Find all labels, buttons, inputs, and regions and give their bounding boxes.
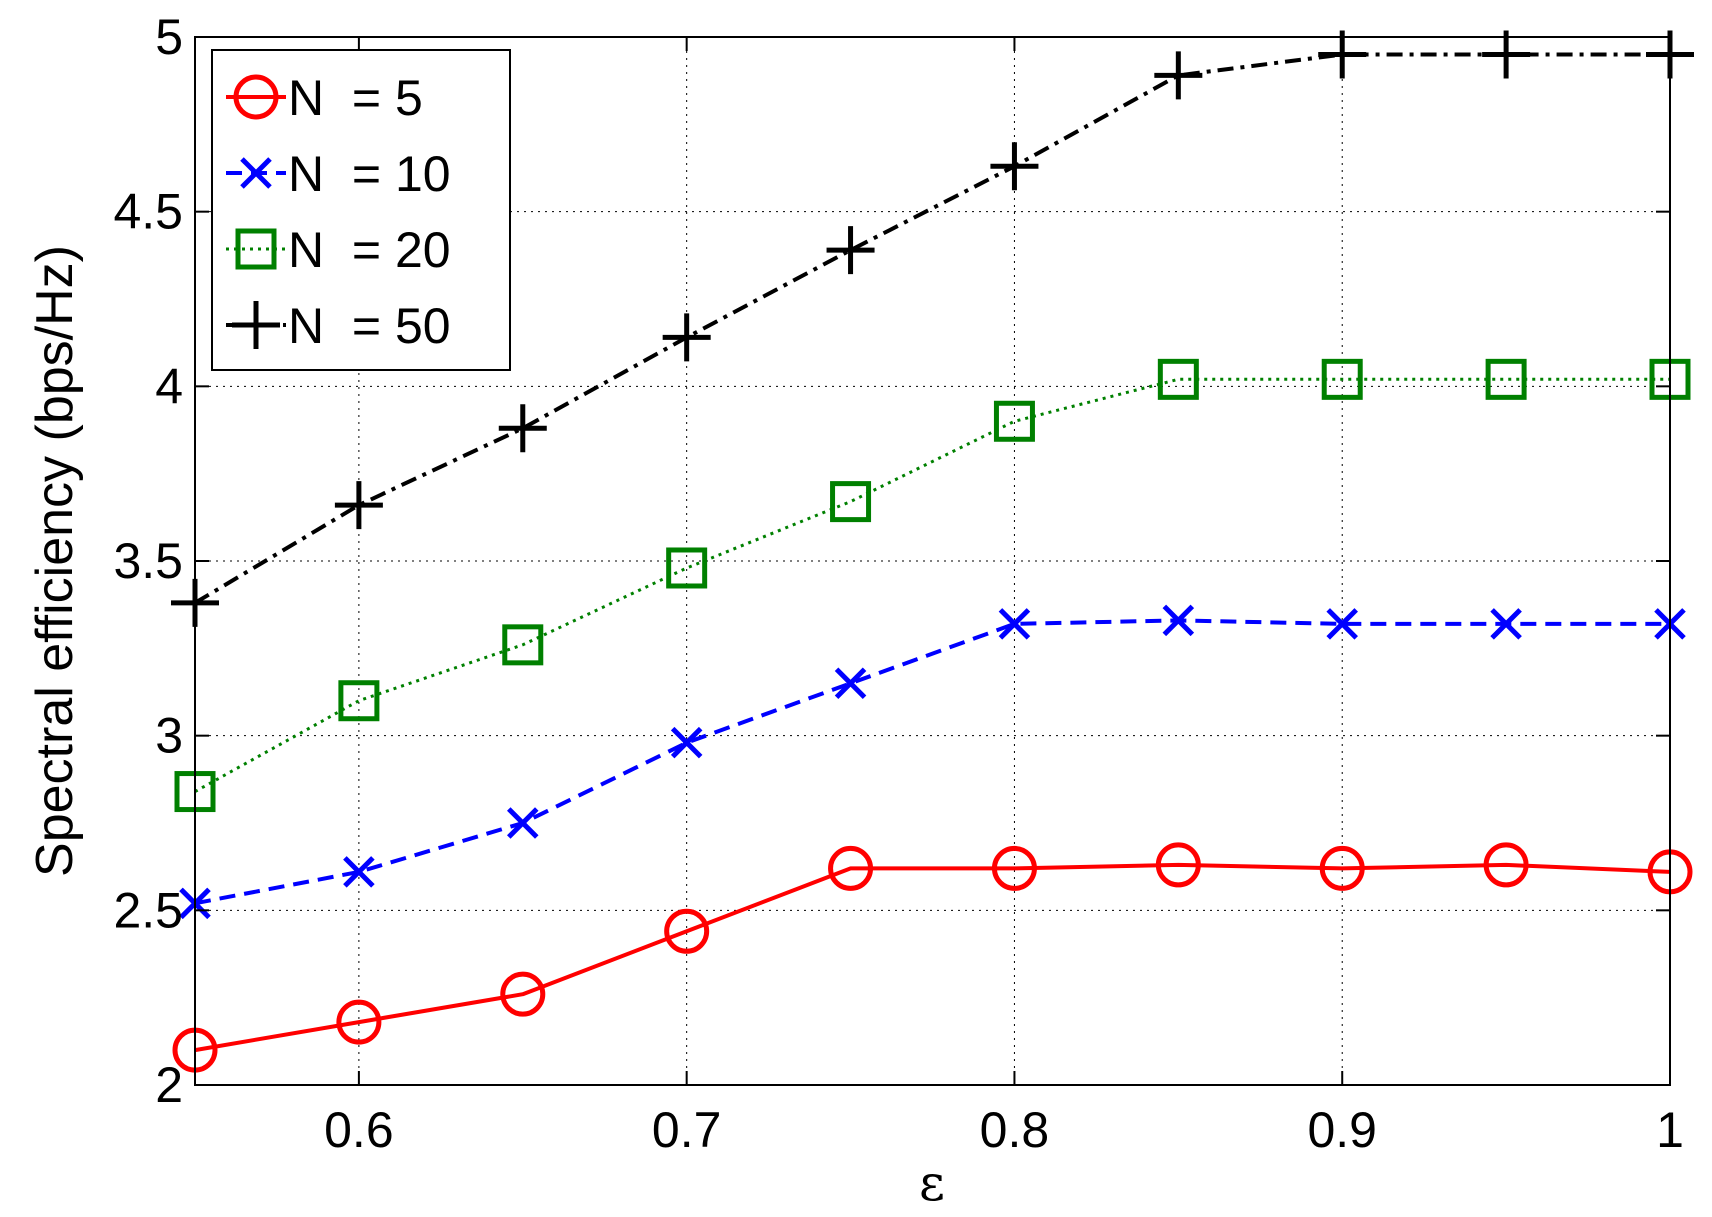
legend-marker [233,74,279,120]
data-point [1319,845,1365,891]
legend-marker [235,228,277,270]
data-point [998,608,1031,640]
data-point [828,845,874,891]
series-line [194,618,1670,906]
legend-entry: N = 20 [226,222,451,278]
axis-ticks: 2 2.5 3 3.5 4 4.5 5 0.6 0.7 0.8 0.9 1 [113,9,1683,1158]
legend-label: N = 10 [288,146,451,202]
data-point [991,845,1037,891]
data-point [507,807,539,839]
data-point [1326,608,1358,640]
x-axis-label: ε [919,1154,945,1212]
data-point [830,481,872,523]
x-tick-label: 0.9 [1307,1102,1377,1158]
data-point [500,971,546,1017]
legend-label: N = 20 [288,222,451,278]
y-tick-label: 3.5 [113,533,183,589]
x-tick-label: 0.7 [652,1102,722,1158]
legend-box [211,49,511,371]
series-line [194,377,1670,793]
data-point [1157,358,1199,400]
data-point [1485,358,1527,400]
series-group [171,30,1694,1073]
legend-entry: N = 10 [226,146,451,202]
data-point [666,547,708,589]
data-point [343,856,375,888]
data-point [834,667,867,700]
series-line [194,862,1671,1053]
y-tick-label: 2 [155,1057,183,1113]
x-tick-label: 1 [1656,1102,1684,1158]
data-point [990,142,1039,191]
data-point [1321,358,1363,400]
y-axis-label: Spectral efficiency (bps/Hz) [26,245,84,877]
legend-entry: N = 50 [226,298,451,354]
y-tick-label: 4 [155,358,183,414]
legend-label: N = 5 [288,70,423,126]
data-point [662,313,711,362]
legend-entry: N = 5 [226,70,423,126]
data-point [498,404,547,453]
data-point [826,226,875,275]
data-point [993,400,1035,442]
legend-marker [232,301,280,349]
series-line [193,52,1670,605]
x-tick-label: 0.8 [980,1102,1050,1158]
y-tick-label: 4.5 [113,184,183,240]
data-point [338,680,380,722]
y-tick-label: 3 [155,708,183,764]
legend-marker [240,157,272,189]
data-point [664,908,710,954]
data-point [1162,604,1195,637]
data-point [670,726,703,759]
data-point [334,481,383,530]
data-point [1155,842,1201,888]
y-tick-label: 5 [155,9,183,65]
y-tick-label: 2.5 [113,882,183,938]
data-point [1482,30,1531,79]
legend: N = 5 N = 10 N = 20 N = 50 [211,49,511,371]
legend-label: N = 50 [288,298,451,354]
data-point [1154,51,1203,100]
data-point [502,624,544,666]
data-point [1490,608,1522,640]
data-point [1483,842,1529,888]
x-tick-label: 0.6 [324,1102,394,1158]
data-point [336,999,382,1045]
